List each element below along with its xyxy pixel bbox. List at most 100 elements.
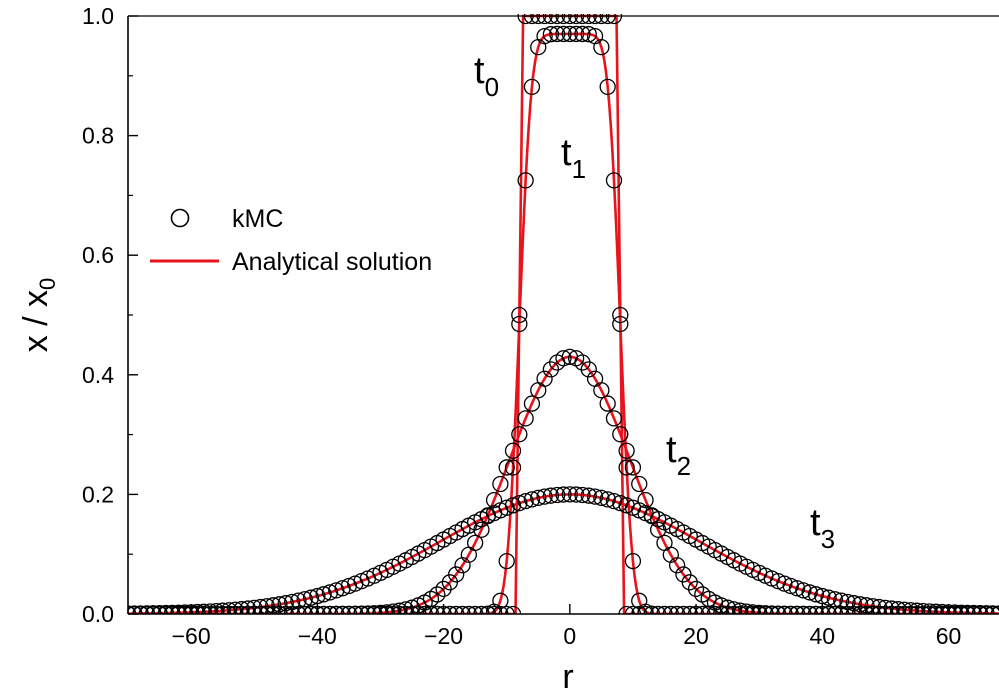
kmc-point bbox=[574, 486, 591, 504]
kmc-point bbox=[580, 361, 597, 378]
kmc-point bbox=[637, 605, 654, 614]
kmc-point bbox=[429, 586, 446, 603]
kmc-point bbox=[201, 603, 219, 614]
kmc-point bbox=[157, 605, 175, 614]
y-tick-label: 0.6 bbox=[82, 242, 114, 268]
kmc-point bbox=[157, 604, 175, 614]
legend: kMC Analytical solution bbox=[150, 205, 432, 276]
kmc-point bbox=[814, 587, 831, 605]
kmc-point bbox=[151, 605, 168, 614]
kmc-point bbox=[384, 603, 402, 614]
kmc-point bbox=[492, 592, 509, 609]
kmc-markers bbox=[128, 14, 999, 614]
curve-label-t1-sub: 1 bbox=[572, 154, 586, 184]
kmc-point bbox=[378, 605, 395, 614]
kmc-point bbox=[454, 605, 471, 614]
kmc-point bbox=[599, 491, 616, 508]
kmc-point bbox=[719, 599, 736, 614]
kmc-point bbox=[795, 582, 812, 599]
x-tick-label: −60 bbox=[172, 623, 211, 649]
kmc-point bbox=[883, 605, 900, 614]
kmc-point bbox=[498, 605, 515, 614]
kmc-point bbox=[580, 26, 597, 43]
analytical-curves bbox=[128, 14, 999, 614]
analytical-curve-t2 bbox=[128, 355, 999, 614]
kmc-point bbox=[908, 602, 926, 614]
kmc-point bbox=[492, 475, 509, 493]
kmc-point bbox=[296, 591, 313, 608]
kmc-point bbox=[845, 595, 862, 612]
kmc-point bbox=[176, 604, 193, 614]
curve-label-t1: t1 bbox=[561, 132, 586, 184]
kmc-point bbox=[946, 604, 963, 614]
kmc-point bbox=[713, 597, 730, 614]
kmc-point bbox=[523, 78, 541, 95]
kmc-point bbox=[965, 605, 982, 614]
kmc-point bbox=[605, 410, 623, 427]
kmc-point bbox=[618, 459, 635, 476]
kmc-series-t0 bbox=[128, 14, 999, 614]
kmc-point bbox=[889, 601, 907, 614]
kmc-point bbox=[208, 602, 225, 614]
kmc-point bbox=[460, 605, 477, 614]
kmc-point bbox=[757, 605, 774, 614]
kmc-point bbox=[252, 605, 269, 614]
kmc-point bbox=[946, 605, 963, 614]
kmc-point bbox=[618, 442, 635, 459]
svg-text:t2: t2 bbox=[666, 429, 691, 481]
kmc-point bbox=[864, 605, 881, 614]
kmc-point bbox=[561, 486, 578, 503]
kmc-point bbox=[839, 593, 856, 611]
kmc-point bbox=[315, 586, 332, 603]
kmc-point bbox=[542, 487, 560, 504]
kmc-point bbox=[504, 459, 522, 476]
kmc-point bbox=[681, 605, 698, 614]
curve-label-t0-sub: 0 bbox=[485, 72, 499, 102]
kmc-point bbox=[605, 492, 623, 510]
kmc-point bbox=[170, 605, 187, 614]
kmc-point bbox=[504, 442, 522, 459]
svg-text:t3: t3 bbox=[810, 502, 835, 554]
kmc-point bbox=[668, 557, 686, 574]
kmc-point bbox=[921, 603, 938, 614]
kmc-point bbox=[965, 604, 982, 614]
y-tick-label: 0.8 bbox=[82, 123, 114, 149]
kmc-point bbox=[498, 552, 515, 570]
kmc-point bbox=[927, 603, 945, 614]
kmc-point bbox=[744, 605, 761, 614]
kmc-point bbox=[934, 605, 951, 614]
kmc-point bbox=[290, 592, 307, 609]
kmc-point bbox=[220, 602, 238, 614]
kmc-point bbox=[435, 580, 452, 598]
kmc-point bbox=[246, 599, 263, 614]
kmc-point bbox=[725, 601, 743, 614]
curve-label-t3-main: t bbox=[810, 502, 821, 544]
kmc-point bbox=[732, 602, 749, 614]
kmc-point bbox=[618, 605, 635, 614]
kmc-point bbox=[738, 603, 755, 614]
kmc-point bbox=[807, 586, 825, 603]
kmc-point bbox=[504, 497, 522, 514]
kmc-point bbox=[574, 25, 591, 43]
kmc-point bbox=[580, 487, 597, 504]
kmc-point bbox=[164, 605, 181, 614]
kmc-point bbox=[265, 605, 282, 614]
x-tick-label: 40 bbox=[809, 623, 835, 649]
kmc-point bbox=[145, 605, 162, 614]
kmc-point bbox=[599, 78, 616, 95]
kmc-point bbox=[536, 28, 553, 45]
kmc-point bbox=[309, 587, 326, 605]
kmc-point bbox=[265, 597, 282, 614]
kmc-point bbox=[896, 601, 913, 614]
kmc-point bbox=[631, 605, 648, 614]
kmc-point bbox=[189, 603, 206, 614]
kmc-point bbox=[567, 486, 585, 503]
kmc-point bbox=[195, 603, 212, 614]
kmc-point bbox=[277, 595, 294, 612]
kmc-point bbox=[605, 172, 623, 189]
kmc-point bbox=[378, 604, 395, 614]
kmc-point bbox=[934, 603, 951, 614]
kmc-series-t1 bbox=[128, 25, 999, 614]
x-tick-label: 0 bbox=[563, 623, 576, 649]
kmc-point bbox=[858, 605, 875, 614]
